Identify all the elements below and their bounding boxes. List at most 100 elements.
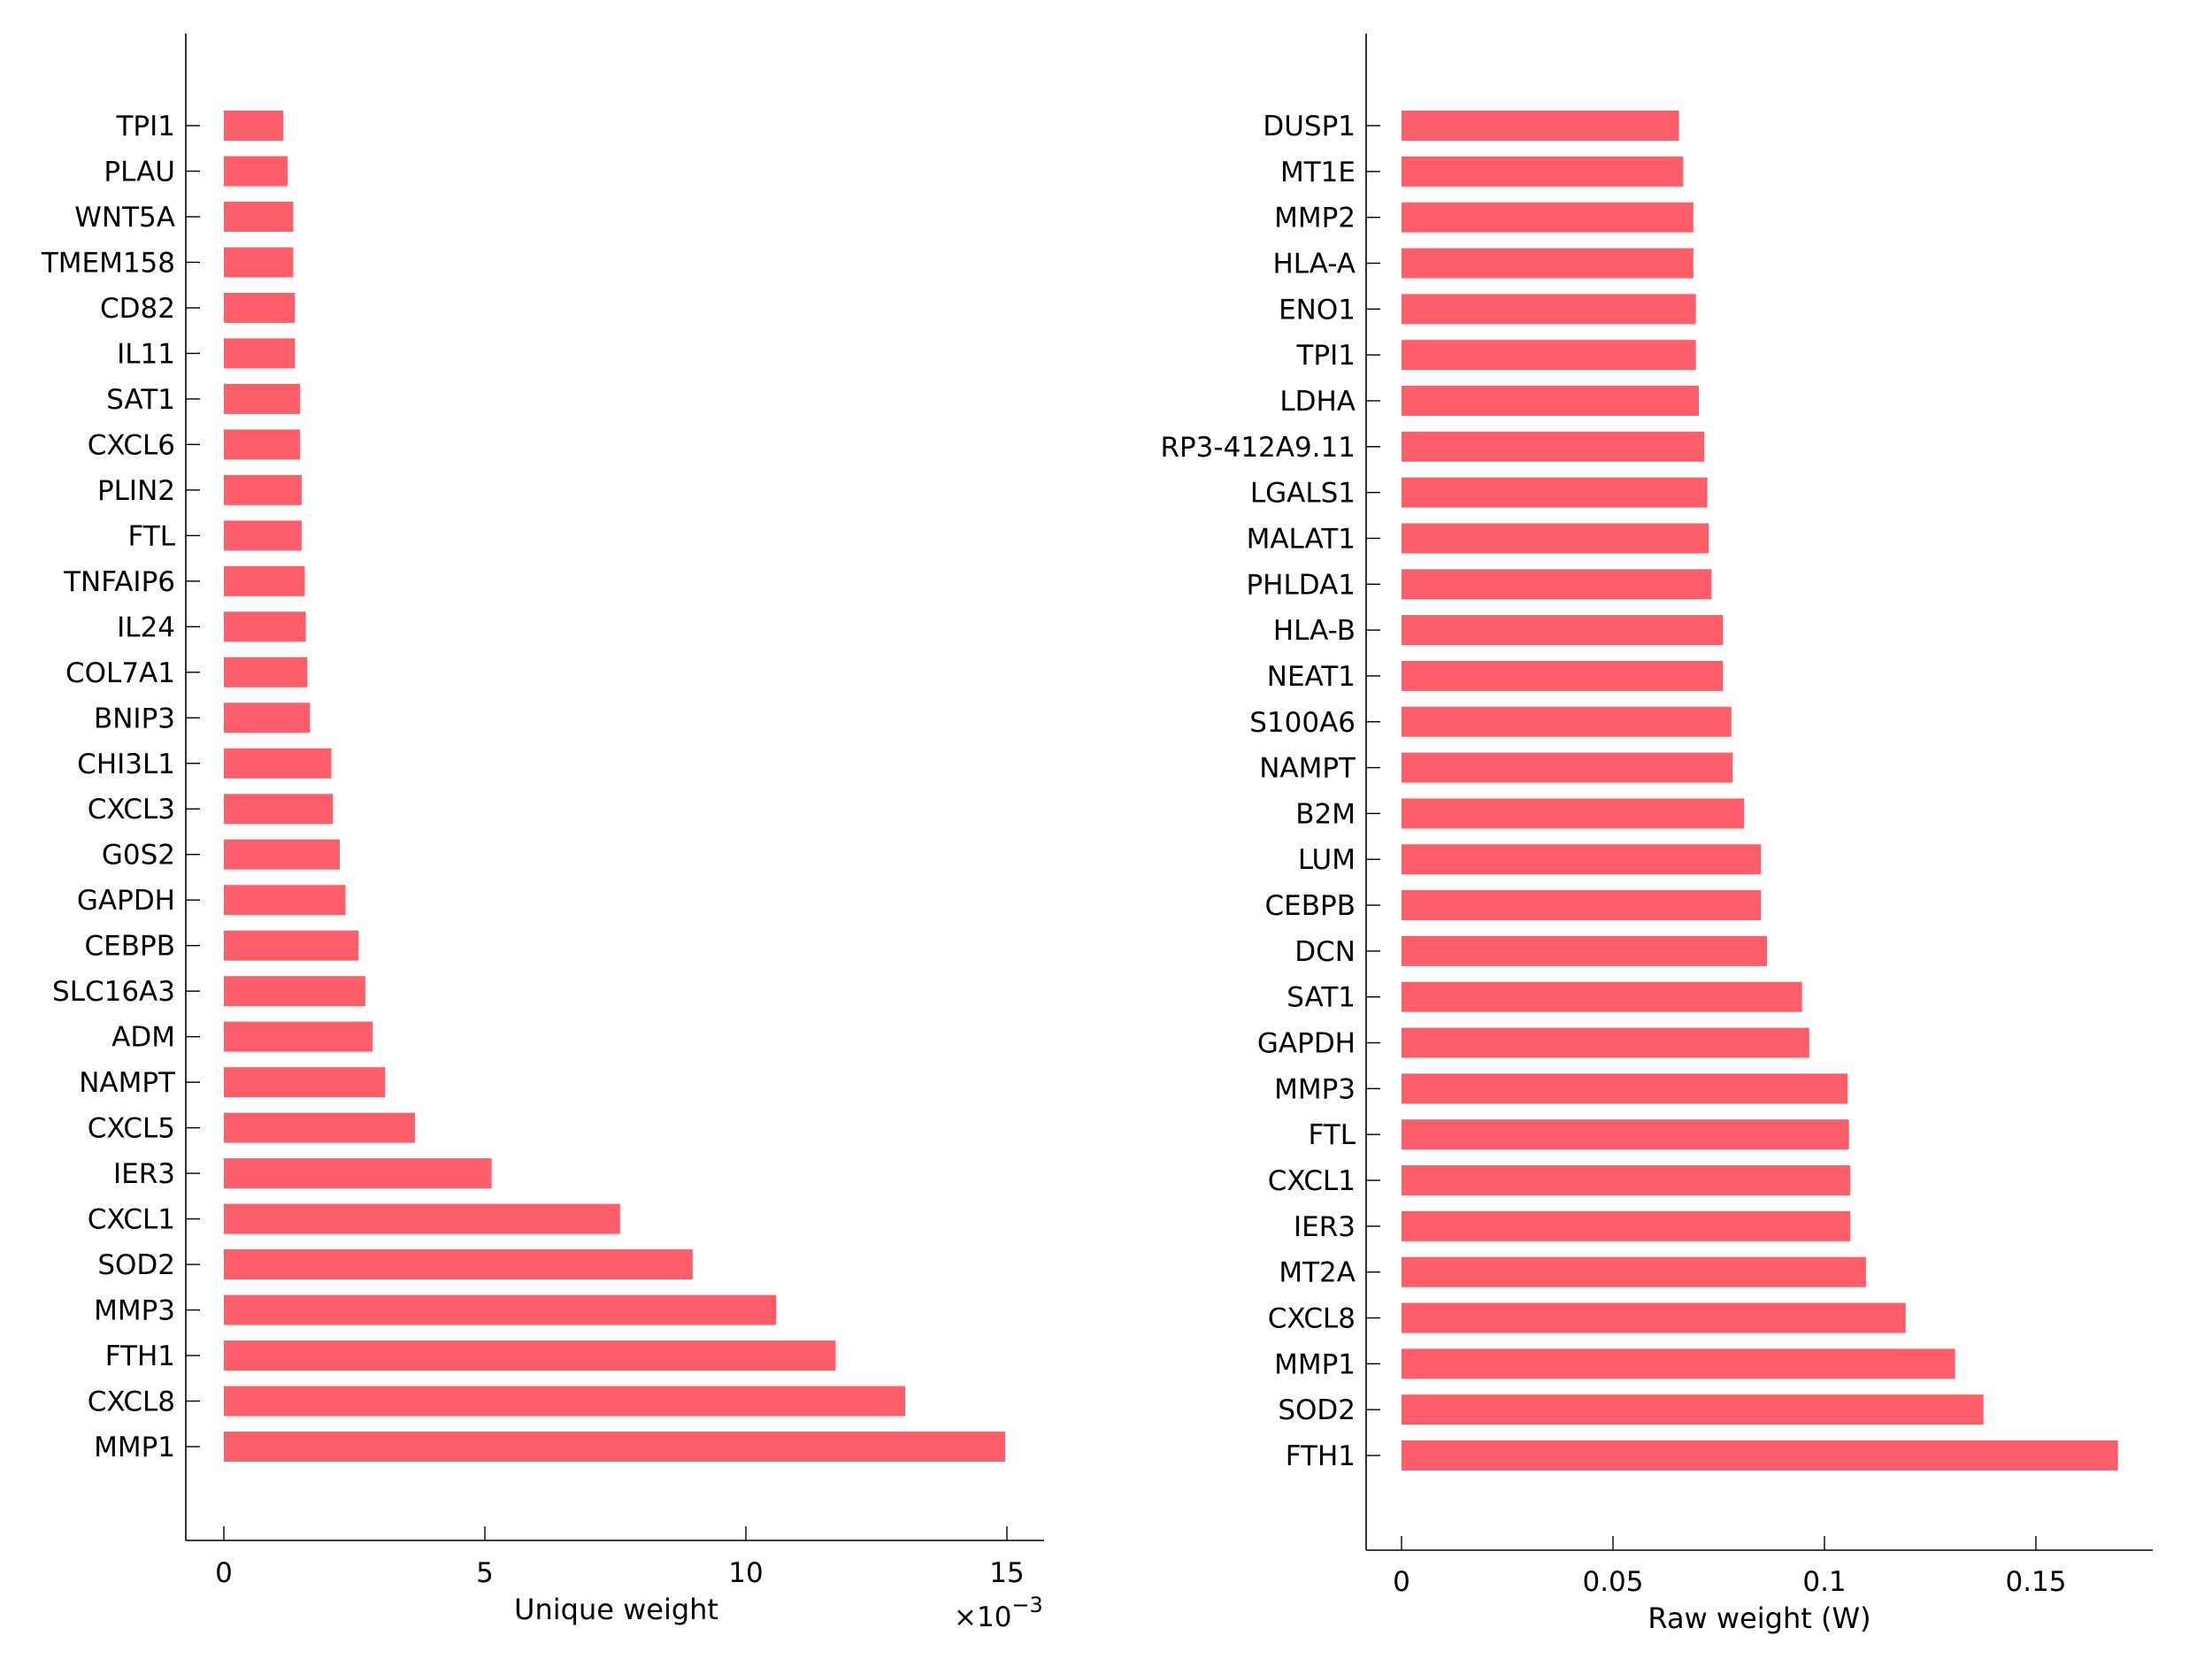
- bar: [224, 1112, 415, 1143]
- bar: [224, 156, 288, 187]
- multiplier-base: ×10: [954, 1601, 1011, 1633]
- category-label: MMP2: [1274, 203, 1356, 234]
- category-label: SAT1: [1286, 982, 1356, 1014]
- x-axis-label: Raw weight (W): [1647, 1601, 1870, 1635]
- category-label: CEBPB: [1265, 890, 1356, 922]
- bar: [224, 247, 294, 278]
- category-label: FTL: [1309, 1119, 1356, 1151]
- bar: [1402, 523, 1709, 554]
- category-label: WNT5A: [74, 202, 175, 234]
- bar: [1402, 294, 1696, 325]
- bar: [1402, 1348, 1955, 1379]
- x-axis-multiplier: ×10−3: [954, 1593, 1043, 1633]
- category-label: MMP3: [1274, 1073, 1356, 1105]
- bar: [1402, 981, 1802, 1012]
- category-label: B2M: [1295, 798, 1356, 830]
- bar: [1402, 248, 1694, 279]
- category-label: PLIN2: [97, 475, 175, 507]
- bar: [1402, 111, 1679, 141]
- bar: [224, 748, 332, 779]
- category-label: BNIP3: [94, 703, 175, 734]
- category-label: CXCL5: [88, 1113, 175, 1145]
- category-label: MALAT1: [1247, 523, 1356, 555]
- bar: [1402, 431, 1705, 462]
- category-label: MMP1: [94, 1432, 175, 1463]
- bar: [224, 1340, 836, 1371]
- bar: [224, 565, 305, 596]
- bar: [1402, 706, 1732, 737]
- category-label: FTH1: [1286, 1440, 1356, 1472]
- category-label: CEBPB: [85, 931, 175, 963]
- multiplier-exponent: −3: [1011, 1593, 1042, 1617]
- bar: [224, 383, 301, 414]
- bar: [224, 201, 294, 232]
- bar: [224, 292, 296, 323]
- category-label: CXCL3: [88, 794, 175, 826]
- x-tick-label: 10: [728, 1557, 763, 1589]
- category-label: LUM: [1298, 844, 1356, 876]
- x-axis-label: Unique weight: [514, 1593, 718, 1626]
- category-label: TMEM158: [41, 247, 175, 279]
- x-tick-label: 0: [215, 1557, 233, 1589]
- category-label: MMP1: [1274, 1348, 1356, 1380]
- category-label: G0S2: [102, 840, 175, 872]
- bar: [224, 657, 308, 687]
- category-label: PLAU: [104, 156, 175, 188]
- bar: [224, 611, 306, 642]
- bar: [224, 703, 311, 733]
- bar: [224, 839, 340, 870]
- category-label: CXCL1: [1268, 1165, 1356, 1197]
- category-label: CD82: [100, 293, 175, 325]
- bar: [224, 794, 334, 825]
- category-label: IER3: [1294, 1211, 1356, 1243]
- bar: [224, 1386, 905, 1417]
- category-label: SAT1: [106, 384, 175, 416]
- x-tick-label: 0.05: [1582, 1566, 1643, 1598]
- bar: [1402, 1210, 1851, 1241]
- category-label: TPI1: [1296, 340, 1356, 372]
- bar: [224, 1021, 373, 1052]
- bar: [1402, 752, 1733, 783]
- bar: [1402, 1256, 1866, 1287]
- category-label: CXCL8: [1268, 1303, 1356, 1335]
- category-label: CXCL1: [88, 1204, 175, 1236]
- category-label: MT1E: [1280, 157, 1356, 188]
- bar: [1402, 340, 1696, 371]
- category-label: IER3: [113, 1158, 175, 1190]
- x-tick-label: 5: [476, 1557, 494, 1589]
- bar: [1402, 798, 1745, 829]
- category-label: SLC16A3: [52, 976, 175, 1008]
- category-label: CXCL8: [88, 1386, 175, 1418]
- category-label: ENO1: [1279, 294, 1356, 326]
- bar: [224, 1249, 693, 1280]
- category-label: COL7A1: [65, 657, 175, 689]
- category-label: NAMPT: [1259, 753, 1356, 785]
- category-label: NAMPT: [79, 1067, 176, 1099]
- category-label: S100A6: [1249, 707, 1356, 739]
- bar: [1402, 890, 1762, 921]
- bar: [1402, 615, 1724, 646]
- category-label: SOD2: [97, 1249, 175, 1281]
- category-label: GAPDH: [77, 885, 175, 917]
- category-label: NEAT1: [1267, 661, 1356, 693]
- category-label: CXCL6: [88, 429, 175, 461]
- bar: [224, 1203, 620, 1234]
- unique-weight-chart: TPI1 PLAU WNT5A TMEM158 CD82 IL11 SAT1 CXCL6 PLI…: [41, 34, 1044, 1633]
- category-label: FTH1: [105, 1340, 175, 1372]
- category-label: HLA-B: [1273, 615, 1356, 647]
- bar: [1402, 385, 1700, 416]
- bar: [224, 520, 302, 551]
- category-label: IL11: [117, 338, 175, 370]
- category-label: GAPDH: [1257, 1028, 1356, 1060]
- raw-weight-chart: DUSP1 MT1E MMP2 HLA-A ENO1 TPI1 LDHA RP3-412A9.…: [1160, 34, 2153, 1635]
- category-label: MT2A: [1279, 1257, 1356, 1289]
- category-label: DCN: [1294, 936, 1356, 968]
- bar: [224, 1432, 1006, 1462]
- category-label: IL24: [117, 611, 175, 643]
- category-label: HLA-A: [1272, 248, 1356, 280]
- bar: [224, 1294, 777, 1325]
- bar: [224, 930, 359, 961]
- bar: [1402, 1302, 1906, 1333]
- category-label: DUSP1: [1263, 111, 1356, 142]
